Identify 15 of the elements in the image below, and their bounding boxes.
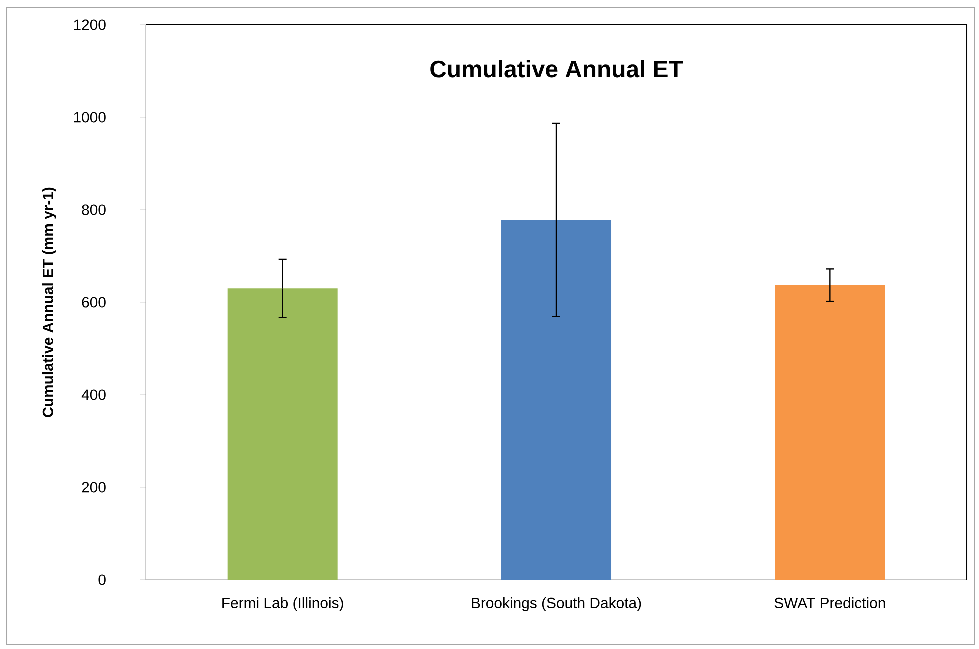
y-tick-label: 400 xyxy=(82,390,106,400)
text: Cumulative Annual ET xyxy=(430,60,684,78)
x-tick-label: Brookings (South Dakota) xyxy=(472,598,642,612)
x-tick-label: SWAT Prediction xyxy=(774,598,886,608)
y-tick-label: 600 xyxy=(82,297,106,308)
x-tick-label: Fermi Lab (Illinois) xyxy=(222,598,344,612)
bar xyxy=(502,220,612,580)
y-tick-label: 1000 xyxy=(74,112,106,123)
y-tick-label: 0 xyxy=(98,574,106,586)
y-tick-label: 200 xyxy=(82,482,106,493)
bar xyxy=(228,288,338,580)
y-tick-label: 800 xyxy=(82,204,106,216)
y-axis-title: Cumulative Annual ET (mm yr-1) xyxy=(42,188,56,418)
y-tick-label: 1200 xyxy=(74,20,106,30)
bar xyxy=(775,285,886,580)
